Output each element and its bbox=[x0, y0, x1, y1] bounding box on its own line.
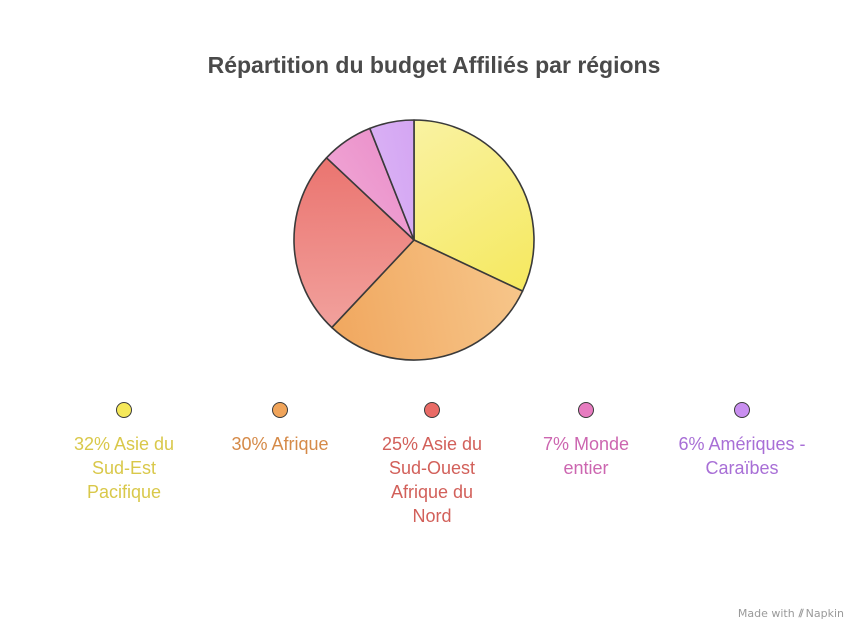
legend-item-monde-entier: 7% Monde entier bbox=[511, 402, 661, 480]
legend-label: 7% Monde entier bbox=[542, 434, 630, 478]
legend-label: 32% Asie du Sud-Est Pacifique bbox=[73, 434, 175, 502]
pie-chart bbox=[293, 119, 535, 361]
legend-item-asie-sud-ouest: 25% Asie du Sud-Ouest Afrique du Nord bbox=[357, 402, 507, 528]
legend-dot bbox=[272, 402, 288, 418]
legend-label: 25% Asie du Sud-Ouest Afrique du Nord bbox=[381, 434, 483, 526]
legend-label: 30% Afrique bbox=[231, 434, 329, 454]
legend-item-afrique: 30% Afrique bbox=[205, 402, 355, 456]
pie-slice bbox=[369, 119, 415, 241]
legend-dot bbox=[578, 402, 594, 418]
pie-slice bbox=[331, 239, 524, 361]
watermark: Made with ⫽ Napkin bbox=[738, 607, 844, 621]
legend-dot bbox=[116, 402, 132, 418]
chart-title: Répartition du budget Affiliés par régio… bbox=[207, 52, 661, 78]
legend-item-asie-sud-est: 32% Asie du Sud-Est Pacifique bbox=[49, 402, 199, 504]
legend-dot bbox=[424, 402, 440, 418]
watermark-prefix: Made with bbox=[737, 607, 795, 620]
pie-slice bbox=[293, 157, 415, 329]
napkin-logo-icon: ⫽ bbox=[798, 607, 804, 620]
pie-slice bbox=[413, 119, 535, 292]
legend-dot bbox=[734, 402, 750, 418]
watermark-brand: Napkin bbox=[805, 607, 844, 620]
legend-item-ameriques-caraibes: 6% Amériques - Caraïbes bbox=[667, 402, 817, 480]
legend-label: 6% Amériques - Caraïbes bbox=[678, 434, 806, 478]
